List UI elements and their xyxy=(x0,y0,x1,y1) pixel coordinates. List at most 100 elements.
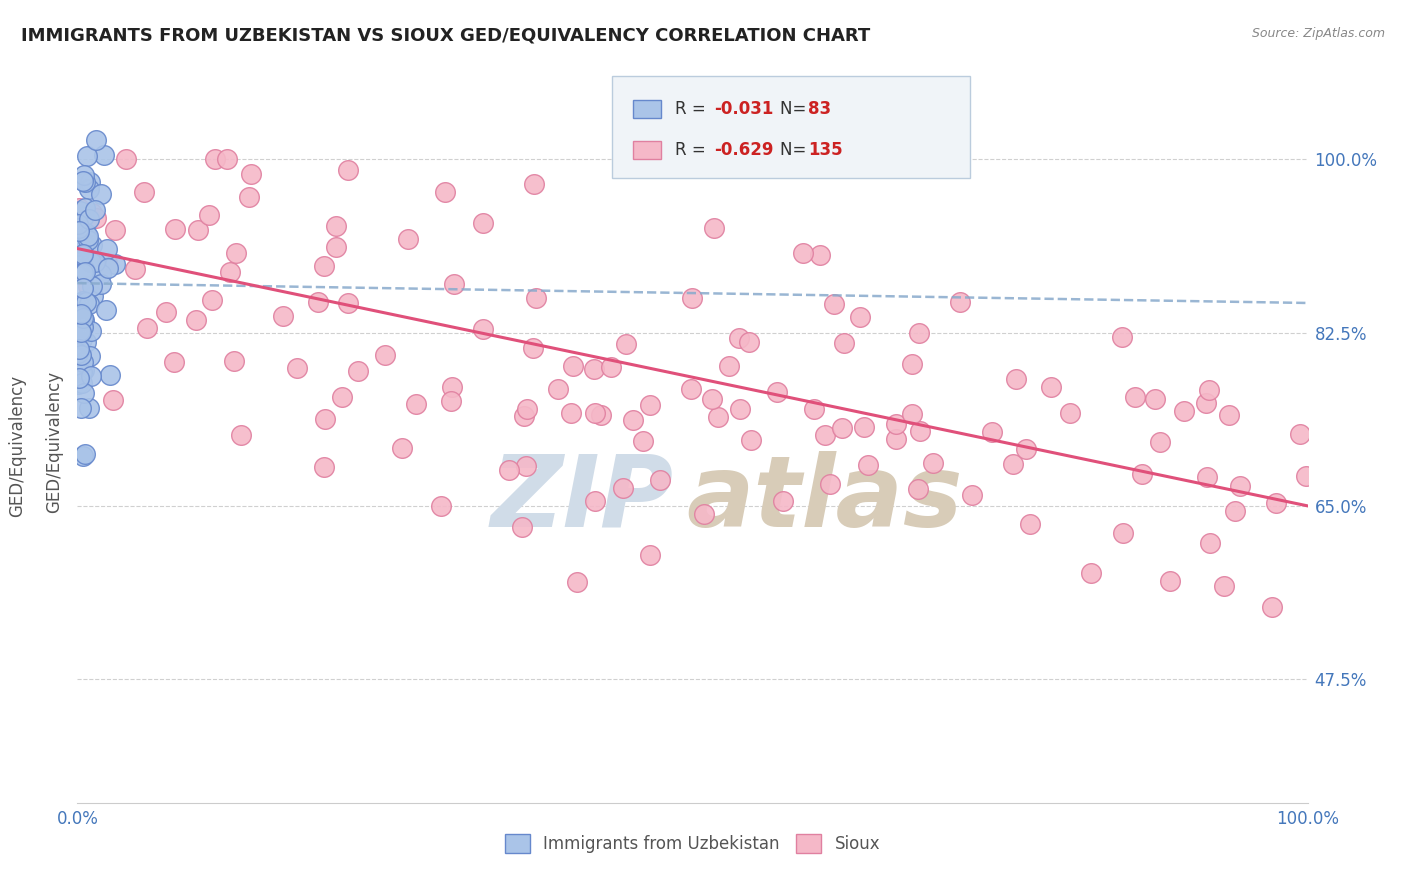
Point xyxy=(84,211,107,225)
Point xyxy=(1143,392,1166,407)
Point xyxy=(314,412,336,426)
Point xyxy=(69,319,91,334)
Point xyxy=(884,433,907,447)
Point xyxy=(240,167,263,181)
Text: -0.629: -0.629 xyxy=(714,141,773,159)
Point xyxy=(67,221,90,235)
Point xyxy=(70,307,93,321)
Point xyxy=(76,149,98,163)
Legend: Immigrants from Uzbekistan, Sioux: Immigrants from Uzbekistan, Sioux xyxy=(498,827,887,860)
Text: R =: R = xyxy=(675,100,711,118)
Point xyxy=(165,222,187,236)
Point xyxy=(79,324,101,338)
Point xyxy=(98,368,121,382)
Point xyxy=(472,217,495,231)
Point xyxy=(84,202,107,217)
Point xyxy=(589,408,612,422)
Point xyxy=(337,295,360,310)
Point xyxy=(1199,535,1222,549)
Point xyxy=(82,289,104,303)
Point xyxy=(808,248,831,262)
Point xyxy=(70,401,93,415)
Point xyxy=(614,337,637,351)
Point xyxy=(1223,504,1246,518)
Point xyxy=(1195,470,1218,484)
Point xyxy=(612,481,634,495)
Point xyxy=(562,359,585,373)
Point xyxy=(197,208,219,222)
Point xyxy=(66,377,89,392)
Point xyxy=(136,321,159,335)
Point xyxy=(69,204,91,219)
Point xyxy=(72,247,94,261)
Point xyxy=(84,254,107,268)
Point xyxy=(80,278,103,293)
Point xyxy=(96,242,118,256)
Point xyxy=(79,368,101,383)
Point xyxy=(792,246,814,260)
Point xyxy=(434,185,457,199)
Point xyxy=(69,358,91,372)
Point xyxy=(72,266,94,280)
Text: Source: ZipAtlas.com: Source: ZipAtlas.com xyxy=(1251,27,1385,40)
Point xyxy=(69,324,91,338)
Point xyxy=(1159,574,1181,588)
Text: ZIP: ZIP xyxy=(491,450,673,548)
Point xyxy=(738,335,761,350)
Point xyxy=(271,309,294,323)
Point xyxy=(90,277,112,291)
Point xyxy=(76,228,98,243)
Point xyxy=(77,297,100,311)
Point xyxy=(336,163,359,178)
Point xyxy=(72,168,94,182)
Point xyxy=(803,401,825,416)
Point xyxy=(77,182,100,196)
Point xyxy=(901,357,924,371)
Point xyxy=(1195,396,1218,410)
Point xyxy=(347,364,370,378)
Point xyxy=(218,265,240,279)
Point xyxy=(72,363,94,377)
Point xyxy=(631,434,654,448)
Point xyxy=(67,235,90,249)
Point xyxy=(67,342,90,356)
Point xyxy=(472,321,495,335)
Point xyxy=(73,237,96,252)
Point xyxy=(391,441,413,455)
Point xyxy=(75,226,97,240)
Point xyxy=(73,313,96,327)
Point xyxy=(73,209,96,223)
Point xyxy=(70,376,93,390)
Point xyxy=(600,359,623,374)
Point xyxy=(1040,380,1063,394)
Point xyxy=(70,309,93,323)
Point xyxy=(908,326,931,341)
Point xyxy=(70,325,93,339)
Text: -0.031: -0.031 xyxy=(714,100,773,118)
Point xyxy=(70,348,93,362)
Point xyxy=(766,384,789,399)
Point xyxy=(72,450,94,464)
Point xyxy=(1112,526,1135,541)
Point xyxy=(104,257,127,271)
Point xyxy=(1198,384,1220,398)
Point xyxy=(560,406,582,420)
Point xyxy=(70,248,93,262)
Text: R =: R = xyxy=(675,141,711,159)
Point xyxy=(1132,467,1154,482)
Point xyxy=(67,239,90,253)
Point xyxy=(69,307,91,321)
Point xyxy=(201,293,224,307)
Point xyxy=(69,305,91,319)
Point xyxy=(962,488,984,502)
Point xyxy=(238,190,260,204)
Point xyxy=(1111,330,1133,344)
Point xyxy=(73,264,96,278)
Point xyxy=(163,355,186,369)
Point xyxy=(77,212,100,227)
Point xyxy=(1173,404,1195,418)
Point xyxy=(900,407,922,421)
Point xyxy=(70,366,93,380)
Point xyxy=(583,406,606,420)
Point xyxy=(823,297,845,311)
